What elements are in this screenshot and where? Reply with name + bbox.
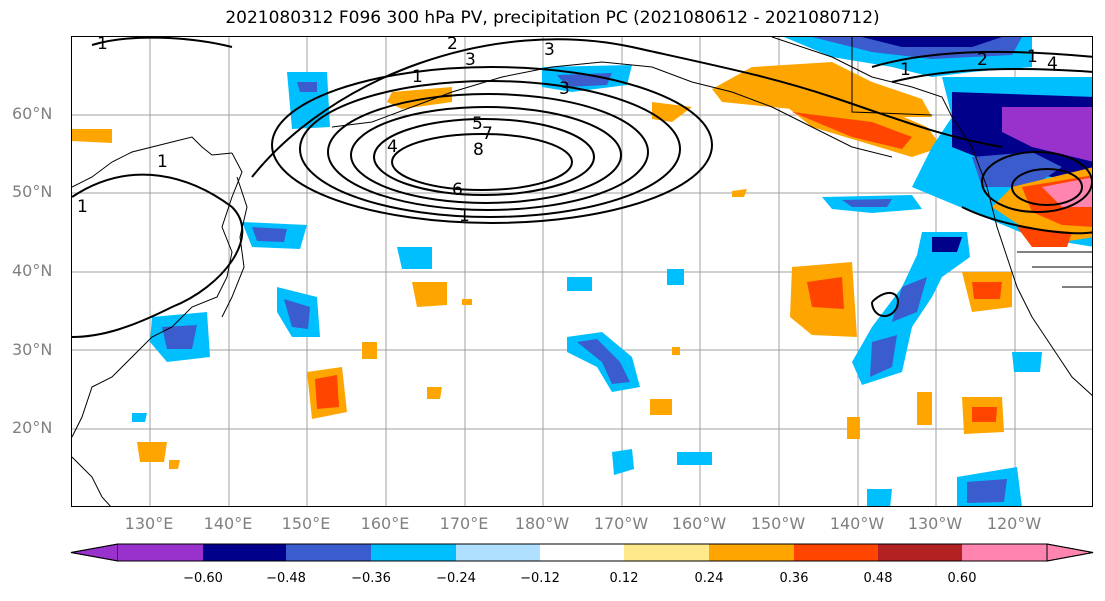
colorbar-tick: 0.12	[609, 571, 639, 586]
lon-label: 180°W	[514, 514, 570, 533]
contour-label: 2	[977, 50, 988, 70]
lat-label-20n: 20°N	[12, 418, 53, 437]
lat-label-40n: 40°N	[12, 261, 53, 280]
pv-contours	[72, 37, 1092, 338]
map-canvas: 1 2 3 3 3 1 4 5 7 8 6 1 1 1 2 1 1 4	[72, 37, 1092, 506]
contour-label: 1	[900, 60, 911, 80]
contour-label: 1	[412, 67, 423, 87]
colorbar-cell	[70, 543, 119, 562]
colorbar-cell	[118, 544, 203, 561]
lon-label: 160°E	[360, 514, 410, 533]
colorbar-tick: −0.24	[436, 571, 476, 586]
contour-label: 6	[452, 180, 463, 200]
lat-label-50n: 50°N	[12, 182, 53, 201]
contour-label: 4	[1047, 54, 1058, 74]
colorbar-cell	[794, 544, 878, 561]
contour-label: 7	[482, 124, 493, 144]
colorbar-outline	[70, 543, 1094, 562]
colorbar-tick: 0.24	[694, 571, 724, 586]
lon-label: 150°E	[281, 514, 331, 533]
colorbar-tick: 0.36	[779, 571, 809, 586]
contour-label: 1	[459, 206, 470, 226]
lon-label: 170°E	[439, 514, 489, 533]
colorbar-tick: 0.60	[947, 571, 977, 586]
lat-label-60n: 60°N	[12, 104, 53, 123]
colorbar-tick: −0.36	[351, 571, 391, 586]
map-panel: 1 2 3 3 3 1 4 5 7 8 6 1 1 1 2 1 1 4	[71, 36, 1093, 507]
colorbar-tick: −0.12	[520, 571, 560, 586]
contour-label: 1	[77, 197, 88, 217]
contour-label: 5	[472, 114, 483, 134]
colorbar-cell	[878, 544, 962, 561]
lon-label: 160°W	[671, 514, 727, 533]
contour-label: 3	[559, 79, 570, 99]
coastlines	[72, 37, 1092, 506]
colorbar-tick: −0.48	[266, 571, 306, 586]
colorbar-cell	[709, 544, 794, 561]
lon-label: 140°W	[829, 514, 885, 533]
contour-label-group: 1 2 3 3 3 1 4 5 7 8 6 1 1 1 2 1 1 4	[77, 37, 1058, 226]
colorbar-tick: −0.60	[183, 571, 223, 586]
colorbar-tick: 0.48	[863, 571, 893, 586]
contour-label: 8	[473, 140, 484, 160]
lon-label: 120°W	[986, 514, 1042, 533]
colorbar-cell	[371, 544, 456, 561]
colorbar-cell	[1046, 543, 1094, 562]
lat-label-30n: 30°N	[12, 340, 53, 359]
lon-label: 150°W	[750, 514, 806, 533]
map-title: 2021080312 F096 300 hPa PV, precipitatio…	[225, 8, 880, 28]
contour-label: 4	[387, 137, 398, 157]
colorbar-cell	[203, 544, 286, 561]
lon-label: 130°E	[124, 514, 174, 533]
colorbar-cell	[286, 544, 371, 561]
colorbar-cell	[624, 544, 709, 561]
lon-label: 140°E	[203, 514, 253, 533]
lon-label: 170°W	[593, 514, 649, 533]
contour-label: 3	[544, 40, 555, 60]
colorbar-cell	[962, 544, 1047, 561]
colorbar-cell	[456, 544, 540, 561]
colorbar-cell	[540, 544, 624, 561]
contour-label: 2	[447, 37, 458, 54]
contour-label: 3	[465, 50, 476, 70]
contour-label: 1	[97, 37, 108, 54]
contour-label: 1	[157, 152, 168, 172]
lon-label: 130°W	[907, 514, 963, 533]
contour-label: 1	[1027, 47, 1038, 67]
